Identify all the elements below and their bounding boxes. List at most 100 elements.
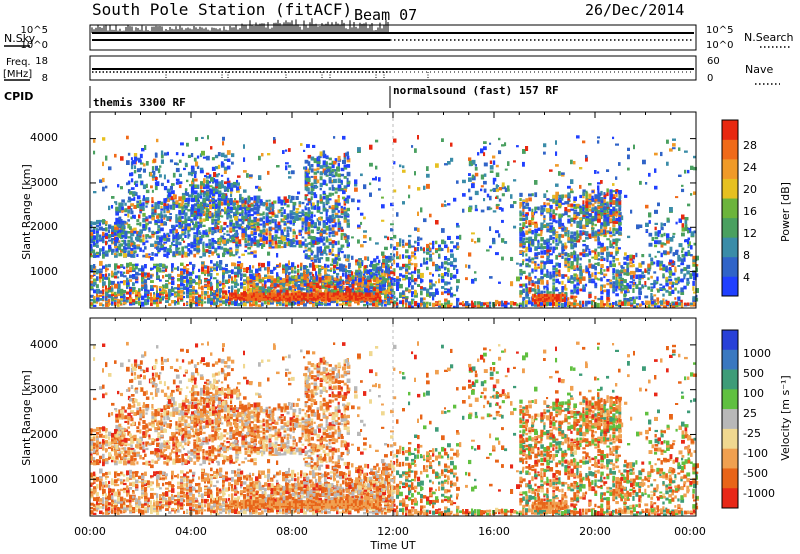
power-cell — [629, 264, 634, 268]
power-cell — [121, 240, 125, 243]
power-cell — [224, 211, 227, 215]
power-cell — [322, 242, 326, 246]
power-cell — [184, 197, 188, 202]
power-cell — [573, 214, 576, 218]
power-cell — [180, 272, 184, 277]
power-cell — [196, 244, 200, 248]
power-cell — [282, 288, 286, 293]
power-cell — [193, 173, 197, 178]
power-cell — [105, 302, 109, 307]
power-cell — [172, 244, 177, 246]
power-cell — [591, 250, 596, 253]
power-cell — [504, 187, 508, 192]
power-cell — [653, 261, 656, 265]
power-cell — [215, 204, 218, 209]
nsky-tick-high: 10^5 — [21, 25, 48, 36]
power-cell — [408, 276, 412, 280]
power-cell — [612, 268, 616, 273]
power-cell — [692, 272, 696, 277]
power-cell — [244, 249, 248, 253]
power-cell — [307, 210, 311, 214]
power-cell — [414, 267, 417, 271]
power-cell — [177, 278, 181, 282]
power-cell — [232, 254, 236, 257]
power-cell — [570, 265, 574, 270]
power-cell — [316, 237, 320, 242]
power-cell — [180, 297, 183, 301]
power-cell — [169, 229, 174, 234]
power-cell — [274, 220, 277, 226]
power-cell — [214, 223, 217, 228]
power-cell — [203, 210, 206, 215]
power-cell — [379, 284, 382, 288]
power-cell — [423, 247, 425, 252]
power-cell — [319, 171, 323, 174]
power-cell — [316, 226, 321, 231]
power-cell — [243, 267, 247, 270]
power-cell — [576, 256, 579, 261]
power-cell — [543, 204, 547, 208]
power-cell — [597, 246, 601, 249]
power-cell — [331, 209, 336, 213]
power-cell — [247, 246, 252, 250]
power-cell — [219, 297, 223, 301]
power-cell — [665, 269, 668, 273]
power-cell — [426, 292, 429, 297]
power-cell — [264, 275, 269, 279]
power-cell — [298, 201, 302, 205]
power-cell — [665, 289, 669, 293]
power-cell — [322, 249, 327, 255]
power-cell — [318, 279, 322, 283]
power-cell — [283, 202, 287, 205]
power-cell — [118, 229, 121, 233]
power-cell — [244, 206, 247, 210]
power-cell — [145, 222, 149, 226]
power-cell — [603, 257, 606, 261]
power-cell — [612, 190, 617, 193]
power-cell — [228, 274, 231, 279]
power-cell — [420, 246, 423, 249]
power-cell — [205, 185, 210, 189]
power-cell — [606, 220, 609, 225]
power-cell — [695, 297, 699, 302]
power-cell — [573, 236, 578, 240]
power-cell — [444, 288, 448, 291]
power-cell — [169, 213, 172, 215]
power-cell — [192, 300, 196, 304]
power-cell — [345, 268, 348, 271]
power-cell — [309, 290, 313, 293]
power-cell — [230, 206, 234, 210]
power-cell — [331, 163, 335, 169]
power-cell — [597, 231, 601, 236]
power-cell — [638, 262, 643, 268]
power-cell — [540, 237, 544, 242]
power-cell — [166, 151, 169, 156]
power-cell — [192, 296, 195, 299]
power-cell — [174, 287, 178, 290]
power-cell — [537, 227, 542, 231]
power-cell — [626, 282, 629, 287]
power-cell — [279, 293, 283, 296]
power-cell — [193, 253, 197, 258]
power-cell — [585, 215, 590, 219]
power-cell — [187, 209, 192, 212]
power-cell — [561, 228, 565, 232]
power-cell — [591, 195, 594, 199]
power-cell — [208, 227, 212, 232]
power-cell — [669, 237, 674, 242]
power-cell — [194, 203, 198, 207]
power-cell — [576, 211, 581, 216]
power-cell — [450, 302, 453, 306]
power-cell — [154, 185, 158, 191]
power-cell — [623, 279, 627, 282]
power-cell — [340, 228, 344, 232]
power-cell — [429, 272, 432, 275]
nsearch-label: N.Search — [744, 31, 794, 44]
power-cell — [480, 185, 484, 188]
power-cell — [444, 273, 447, 277]
power-cell — [198, 300, 201, 304]
power-cell — [674, 277, 678, 281]
power-cell — [339, 263, 343, 269]
power-cell — [681, 247, 685, 251]
power-cell — [120, 302, 122, 305]
